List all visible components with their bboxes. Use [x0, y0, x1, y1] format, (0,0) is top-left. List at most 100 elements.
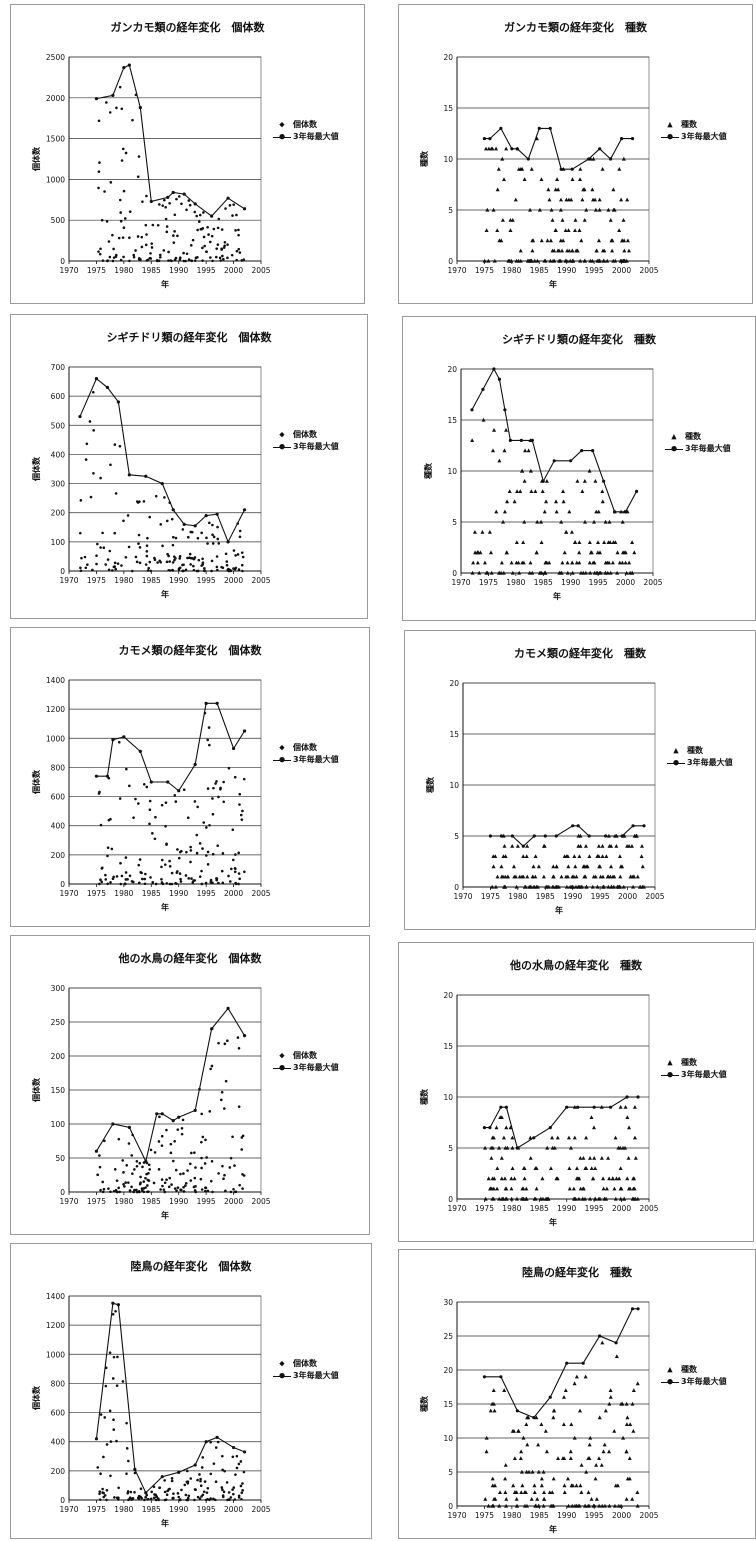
scatter-point	[114, 492, 118, 495]
scatter-point	[583, 1374, 588, 1379]
scatter-point	[175, 871, 179, 874]
scatter-point	[208, 1110, 212, 1113]
y-tick-label: 1000	[46, 175, 65, 184]
scatter-point	[572, 854, 577, 858]
scatter-point	[546, 187, 551, 192]
x-tick-label: 2000	[612, 1511, 631, 1520]
x-tick-label: 1980	[506, 578, 525, 587]
scatter-point	[99, 1472, 102, 1476]
max-line-marker	[499, 1105, 503, 1109]
scatter-point	[509, 560, 514, 565]
scatter-point	[230, 253, 234, 257]
scatter-point	[162, 249, 166, 252]
scatter-point	[138, 546, 142, 549]
scatter-point	[602, 248, 607, 253]
scatter-point	[592, 1156, 597, 1160]
scatter-point	[231, 1135, 234, 1139]
x-tick-label: 1990	[169, 266, 188, 275]
scatter-point	[181, 569, 184, 573]
scatter-point	[635, 874, 640, 879]
max-line-marker	[127, 1125, 131, 1129]
scatter-point	[183, 1483, 187, 1487]
y-tick-label: 600	[51, 1409, 66, 1418]
scatter-point	[222, 1177, 225, 1181]
scatter-point	[602, 1196, 607, 1201]
scatter-point	[520, 1483, 525, 1488]
scatter-point	[225, 560, 229, 563]
line-marker-icon: ●	[273, 441, 291, 453]
scatter-point	[592, 519, 597, 524]
scatter-point	[228, 204, 232, 207]
scatter-point	[115, 1439, 118, 1443]
scatter-point	[475, 560, 480, 565]
scatter-point	[101, 1190, 105, 1194]
scatter-point	[556, 1456, 561, 1460]
scatter-point	[622, 1196, 627, 1201]
scatter-point	[226, 243, 229, 246]
y-axis-label: 種数	[419, 1088, 429, 1105]
legend-label: 種数	[681, 1365, 697, 1374]
scatter-point	[106, 846, 110, 850]
scatter-point	[512, 499, 517, 504]
scatter-point	[125, 767, 128, 771]
scatter-point	[491, 1135, 496, 1140]
scatter-point	[548, 258, 553, 263]
legend-label: 種数	[681, 120, 697, 129]
max-line-marker	[111, 1301, 115, 1305]
diamond-marker-icon: ◆	[279, 1359, 285, 1368]
scatter-point	[512, 1456, 517, 1460]
scatter-point	[178, 850, 182, 854]
scatter-point	[119, 211, 122, 214]
scatter-point	[517, 570, 522, 575]
scatter-point	[612, 1186, 617, 1191]
scatter-point	[237, 228, 240, 232]
x-axis-label: 年	[549, 279, 557, 289]
max-line-marker	[532, 1136, 536, 1140]
scatter-point	[157, 1168, 161, 1171]
y-tick-label: 800	[51, 1379, 66, 1388]
scatter-point	[195, 851, 199, 855]
scatter-point	[494, 1125, 499, 1130]
scatter-point	[511, 1429, 516, 1433]
scatter-point	[584, 1166, 589, 1170]
scatter-point	[504, 1125, 509, 1130]
scatter-point	[489, 1156, 494, 1160]
scatter-point	[625, 1415, 630, 1420]
scatter-point	[122, 1171, 125, 1174]
scatter-point	[223, 1042, 227, 1046]
legend-item-scatter: ▲ 種数	[661, 1057, 727, 1069]
scatter-point	[544, 884, 549, 889]
y-tick-label: 500	[51, 216, 66, 225]
scatter-point	[128, 259, 131, 263]
scatter-point	[221, 1468, 224, 1472]
max-line-marker	[602, 479, 606, 483]
scatter-point	[172, 555, 176, 558]
scatter-point	[184, 1493, 188, 1497]
scatter-point	[122, 519, 125, 523]
scatter-point	[83, 555, 87, 559]
scatter-point	[237, 233, 240, 237]
max-line-marker	[504, 1105, 508, 1109]
scatter-point	[163, 1181, 167, 1185]
max-line-marker	[226, 540, 230, 544]
scatter-point	[495, 187, 500, 192]
scatter-point	[617, 228, 622, 232]
scatter-point	[221, 566, 225, 570]
scatter-point	[220, 1098, 223, 1102]
scatter-point	[640, 864, 645, 869]
scatter-point	[154, 494, 158, 498]
scatter-point	[169, 1151, 173, 1155]
scatter-point	[587, 468, 592, 473]
chart-panel: シギチドリ類の経年変化 個体数 0 100 200 300 400 500 600 700 197…	[10, 314, 368, 619]
scatter-point	[207, 233, 210, 236]
max-line-marker	[105, 385, 109, 389]
max-line-marker	[122, 66, 126, 70]
scatter-point	[558, 207, 563, 212]
scatter-point	[182, 1172, 185, 1175]
max-line-marker	[231, 1445, 236, 1450]
max-line-marker	[609, 157, 613, 161]
scatter-point	[195, 214, 199, 218]
scatter-point	[504, 1503, 509, 1508]
scatter-point	[530, 570, 535, 575]
scatter-point	[144, 872, 147, 876]
